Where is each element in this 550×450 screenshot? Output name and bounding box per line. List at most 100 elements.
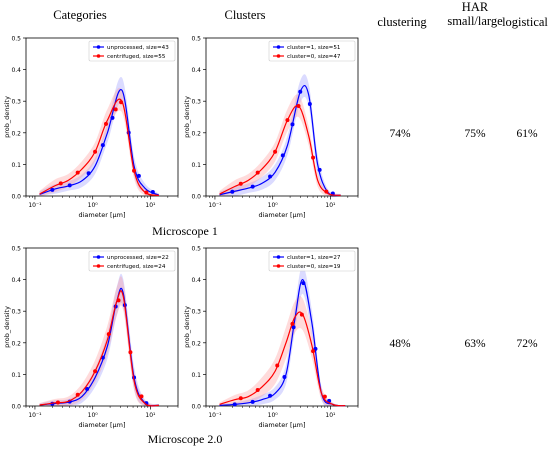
data-point bbox=[275, 363, 280, 368]
legend-marker bbox=[96, 264, 101, 268]
data-point bbox=[104, 121, 109, 126]
x-tick-label: 10⁰ bbox=[268, 202, 279, 209]
data-point bbox=[116, 298, 121, 303]
data-point bbox=[250, 184, 255, 189]
legend-box bbox=[88, 250, 176, 272]
data-point bbox=[307, 101, 312, 106]
row-label-microscope2: Microscope 2.0 bbox=[147, 432, 223, 446]
confidence-band bbox=[219, 265, 346, 407]
confidence-band bbox=[219, 295, 346, 407]
data-point bbox=[299, 312, 304, 317]
data-point bbox=[150, 190, 155, 195]
confidence-band bbox=[39, 276, 159, 408]
data-point bbox=[282, 375, 287, 380]
data-point bbox=[238, 181, 243, 186]
value-m1-clustering: 74% bbox=[389, 128, 411, 140]
data-point bbox=[230, 189, 235, 194]
y-tick-label: 0.5 bbox=[191, 246, 201, 253]
data-point bbox=[55, 400, 60, 405]
data-point bbox=[268, 174, 273, 179]
data-point bbox=[301, 281, 306, 286]
x-tick-label: 10⁰ bbox=[88, 202, 99, 209]
data-point bbox=[110, 115, 115, 120]
value-m1-logistical: 61% bbox=[516, 128, 538, 140]
data-point bbox=[67, 183, 72, 188]
x-tick-label: 10⁻¹ bbox=[28, 412, 42, 419]
data-point bbox=[119, 100, 124, 105]
y-tick-label: 0.1 bbox=[11, 162, 21, 169]
confidence-band bbox=[219, 94, 341, 197]
chart-microscope2-clusters: 0.0 0.1 0.2 0.3 0.4 0.5 10⁻¹ 10⁰ 10¹ diameter [µm… bbox=[183, 246, 359, 429]
header-clusters: Clusters bbox=[224, 8, 266, 22]
data-point bbox=[85, 387, 90, 392]
legend-label: centrifuged, size=55 bbox=[107, 54, 166, 60]
legend-marker bbox=[96, 255, 101, 259]
x-tick-label: 10⁻¹ bbox=[28, 202, 42, 209]
data-point bbox=[268, 393, 273, 398]
legend-label: cluster=1, size=27 bbox=[287, 255, 341, 261]
data-point bbox=[58, 181, 63, 186]
y-tick-label: 0.5 bbox=[11, 246, 21, 253]
data-point bbox=[255, 387, 260, 392]
data-point bbox=[50, 187, 55, 192]
y-axis-label: prob_density bbox=[3, 306, 11, 348]
data-point bbox=[128, 350, 133, 355]
data-point bbox=[298, 89, 303, 94]
x-axis-label: diameter [µm] bbox=[258, 211, 305, 219]
y-axis-label: prob_density bbox=[183, 306, 191, 348]
y-tick-label: 0.3 bbox=[11, 99, 21, 106]
y-tick-label: 0.1 bbox=[191, 372, 201, 379]
header-har-line2: small/large bbox=[447, 14, 503, 28]
chart-microscope1-categories: 0.0 0.1 0.2 0.3 0.4 0.5 10⁻¹ 10⁰ 10¹ diameter [µm… bbox=[3, 36, 179, 219]
legend-label: cluster=1, size=51 bbox=[287, 45, 341, 51]
y-tick-label: 0.3 bbox=[11, 309, 21, 316]
header-har-line1: HAR bbox=[461, 0, 489, 14]
x-tick-label: 10⁻¹ bbox=[208, 202, 222, 209]
y-tick-label: 0.2 bbox=[191, 340, 201, 347]
series-line bbox=[39, 287, 159, 407]
data-point bbox=[322, 394, 327, 399]
chart-microscope1-clusters: 0.0 0.1 0.2 0.3 0.4 0.5 10⁻¹ 10⁰ 10¹ diameter [µm… bbox=[183, 36, 359, 219]
chart-microscope2-categories: 0.0 0.1 0.2 0.3 0.4 0.5 10⁻¹ 10⁰ 10¹ diameter [µm… bbox=[3, 246, 179, 429]
y-tick-label: 0.2 bbox=[11, 130, 21, 137]
data-point bbox=[273, 149, 278, 154]
y-tick-label: 0.2 bbox=[191, 130, 201, 137]
legend-box bbox=[88, 40, 176, 62]
data-point bbox=[86, 171, 91, 176]
series-line bbox=[39, 290, 159, 407]
data-point bbox=[144, 190, 149, 195]
data-point bbox=[113, 107, 118, 112]
x-tick-label: 10⁰ bbox=[88, 412, 99, 419]
data-point bbox=[132, 168, 137, 173]
plot-frame bbox=[25, 37, 179, 197]
data-point bbox=[238, 396, 243, 401]
legend-marker bbox=[96, 54, 101, 58]
legend-box bbox=[268, 40, 356, 62]
plot-frame bbox=[205, 247, 359, 407]
legend-marker bbox=[96, 45, 101, 49]
data-point bbox=[291, 325, 296, 330]
value-m2-clustering: 48% bbox=[389, 338, 411, 350]
series-line bbox=[219, 84, 341, 197]
data-point bbox=[100, 143, 105, 148]
data-point bbox=[93, 149, 98, 154]
row-label-microscope1: Microscope 1 bbox=[152, 224, 218, 238]
y-tick-label: 0.0 bbox=[11, 404, 21, 411]
data-point bbox=[136, 173, 141, 178]
legend-marker bbox=[276, 45, 281, 49]
value-m2-har: 63% bbox=[464, 338, 486, 350]
x-axis-label: diameter [µm] bbox=[78, 421, 125, 429]
x-tick-label: 10⁰ bbox=[268, 412, 279, 419]
x-tick-label: 10¹ bbox=[145, 412, 156, 419]
x-tick-label: 10¹ bbox=[325, 412, 336, 419]
header-clustering: clustering bbox=[377, 15, 427, 29]
data-point bbox=[311, 155, 316, 160]
legend-label: cluster=0, size=19 bbox=[287, 264, 341, 270]
data-point bbox=[290, 321, 295, 326]
legend-box bbox=[268, 250, 356, 272]
data-point bbox=[106, 332, 111, 337]
value-m2-logistical: 72% bbox=[516, 338, 538, 350]
y-tick-label: 0.4 bbox=[11, 67, 21, 74]
plot-frame bbox=[25, 247, 179, 407]
header-logistical: logistical bbox=[502, 15, 548, 29]
